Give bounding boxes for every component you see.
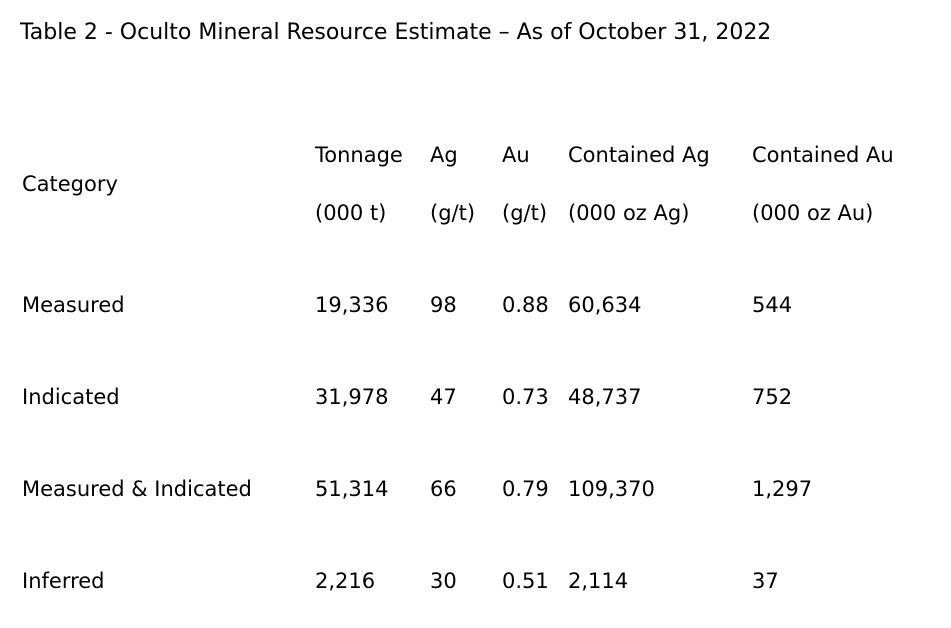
mineral-resource-table: Category Tonnage (000 t) Ag (g/t)	[22, 109, 930, 627]
header-tonnage: Tonnage (000 t)	[315, 109, 430, 259]
header-category-label: Category	[22, 172, 118, 196]
cell-au-grade: 0.51	[502, 569, 549, 593]
cell-contained-au: 544	[752, 293, 793, 317]
cell-ag-grade: 30	[430, 569, 457, 593]
cell-contained-ag: 2,114	[568, 569, 629, 593]
cell-tonnage: 2,216	[315, 569, 376, 593]
cell-contained-ag: 60,634	[568, 293, 642, 317]
header-tonnage-unit: (000 t)	[315, 201, 387, 225]
cell-ag-grade: 47	[430, 385, 457, 409]
header-contained-ag-unit: (000 oz Ag)	[568, 201, 690, 225]
cell-au-grade: 0.73	[502, 385, 549, 409]
cell-contained-au: 752	[752, 385, 793, 409]
cell-au-grade: 0.79	[502, 477, 549, 501]
header-contained-ag-label: Contained Ag	[568, 143, 710, 167]
header-contained-ag: Contained Ag (000 oz Ag)	[568, 109, 752, 259]
header-contained-au-unit: (000 oz Au)	[752, 201, 874, 225]
cell-contained-ag: 48,737	[568, 385, 642, 409]
cell-contained-au: 1,297	[752, 477, 813, 501]
header-contained-au: Contained Au (000 oz Au)	[752, 109, 930, 259]
cell-ag-grade: 98	[430, 293, 457, 317]
header-ag-grade: Ag (g/t)	[430, 109, 502, 259]
table-row-measured: Measured 19,336 98 0.88 60,634 544	[22, 259, 930, 351]
cell-category: Measured	[22, 293, 125, 317]
cell-contained-ag: 109,370	[568, 477, 655, 501]
table-row-inferred: Inferred 2,216 30 0.51 2,114 37	[22, 535, 930, 627]
cell-category: Measured & Indicated	[22, 477, 252, 501]
header-au-label: Au	[502, 143, 530, 167]
cell-ag-grade: 66	[430, 477, 457, 501]
header-au-grade: Au (g/t)	[502, 109, 568, 259]
table-header-row: Category Tonnage (000 t) Ag (g/t)	[22, 109, 930, 259]
table-title: Table 2 - Oculto Mineral Resource Estima…	[20, 20, 772, 45]
header-tonnage-label: Tonnage	[315, 143, 403, 167]
cell-category: Inferred	[22, 569, 105, 593]
cell-tonnage: 51,314	[315, 477, 389, 501]
table-row-indicated: Indicated 31,978 47 0.73 48,737 752	[22, 351, 930, 443]
header-ag-label: Ag	[430, 143, 458, 167]
header-category: Category	[22, 109, 315, 259]
header-au-unit: (g/t)	[502, 201, 548, 225]
cell-contained-au: 37	[752, 569, 779, 593]
header-contained-au-label: Contained Au	[752, 143, 894, 167]
cell-category: Indicated	[22, 385, 120, 409]
header-ag-unit: (g/t)	[430, 201, 476, 225]
cell-tonnage: 19,336	[315, 293, 389, 317]
cell-tonnage: 31,978	[315, 385, 389, 409]
cell-au-grade: 0.88	[502, 293, 549, 317]
table-row-measured-and-indicated: Measured & Indicated 51,314 66 0.79 109,…	[22, 443, 930, 535]
